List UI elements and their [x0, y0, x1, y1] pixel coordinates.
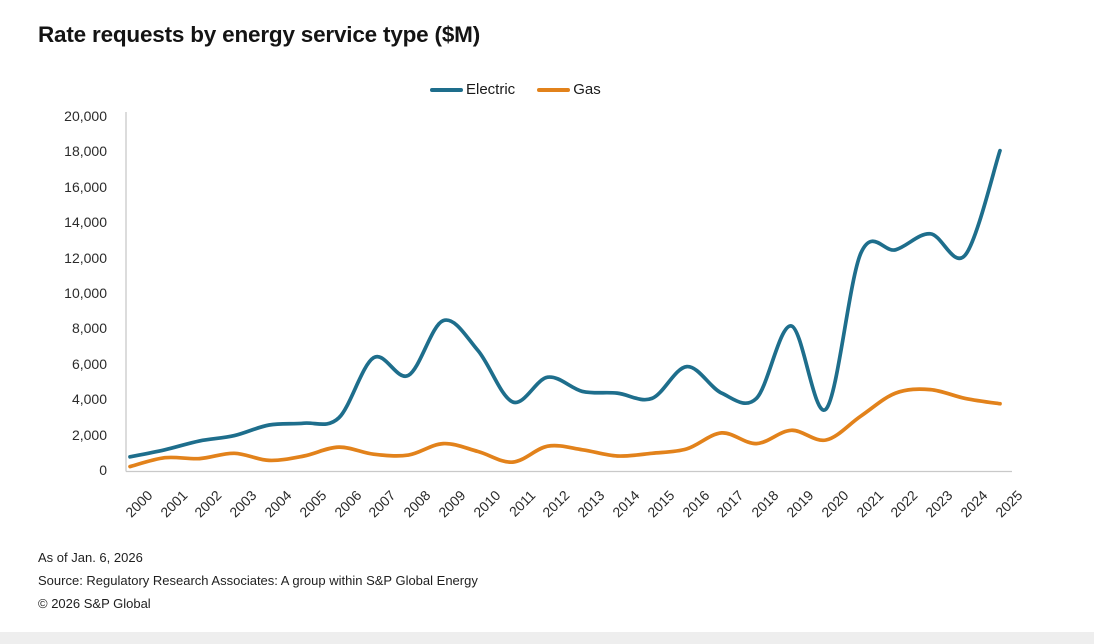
legend-label: Electric — [466, 81, 516, 98]
y-tick-label: 10,000 — [64, 285, 107, 301]
legend-label: Gas — [573, 81, 601, 98]
y-tick-label: 6,000 — [71, 355, 107, 372]
chart-legend: Electric Gas — [430, 81, 601, 98]
footnote-asof: As of Jan. 6, 2026 — [38, 550, 143, 565]
y-tick-label: 20,000 — [64, 108, 107, 124]
electric-legend-swatch-icon — [430, 87, 463, 92]
chart-title: Rate requests by energy service type ($M… — [38, 22, 480, 47]
y-tick-label: 18,000 — [64, 143, 107, 160]
y-tick-label: 0 — [99, 462, 107, 478]
y-tick-label: 4,000 — [71, 391, 107, 408]
electric-series-line — [128, 148, 1002, 459]
y-tick-label: 16,000 — [64, 178, 107, 195]
y-tick-label: 14,000 — [64, 214, 107, 231]
gas-legend-swatch-icon — [537, 87, 571, 92]
legend-item-gas: Gas — [537, 81, 601, 98]
legend-item-electric: Electric — [430, 81, 515, 98]
footnotes: As of Jan. 6, 2026 Source: Regulatory Re… — [38, 546, 478, 615]
footnote-copyright: © 2026 S&P Global — [38, 596, 151, 611]
y-tick-label: 2,000 — [71, 426, 107, 443]
y-tick-label: 12,000 — [64, 249, 107, 266]
y-tick-label: 8,000 — [71, 320, 107, 337]
bottom-divider-bar — [0, 632, 1094, 644]
gas-series-line — [128, 387, 1002, 469]
footnote-source: Source: Regulatory Research Associates: … — [38, 573, 478, 588]
series-lines — [128, 148, 1002, 469]
